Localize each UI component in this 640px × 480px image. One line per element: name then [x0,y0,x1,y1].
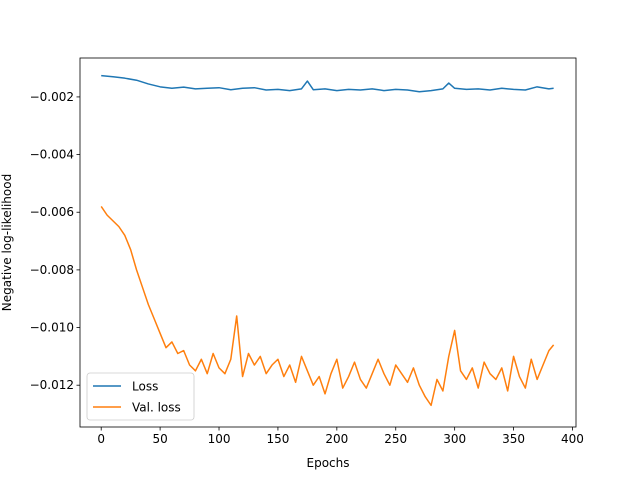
x-axis-label: Epochs [307,456,350,470]
x-tick-label: 200 [325,432,348,446]
legend: Loss Val. loss [86,372,195,421]
series-line-1 [100,206,555,407]
x-tick-label: 0 [97,432,105,446]
y-axis-label: Negative log-likelihood [0,174,14,311]
legend-label-0: Loss [132,380,158,394]
y-tick-label: −0.012 [30,378,74,392]
plot-area: 0 50 100 150 200 250 300 350 400 −0.012 −0.010 −0.0… [0,57,584,470]
x-tick-label: 150 [266,432,289,446]
x-tick-label: 400 [561,432,584,446]
y-tick-label: −0.008 [30,263,74,277]
x-tick-label: 100 [208,432,231,446]
x-tick-label: 350 [502,432,525,446]
axes-frame [79,57,577,428]
x-tick-label: 50 [152,432,167,446]
y-tick-label: −0.002 [30,90,74,104]
legend-box [86,372,195,421]
x-tick-label: 300 [443,432,466,446]
y-tick-label: −0.010 [30,321,74,335]
y-tick-label: −0.006 [30,205,74,219]
y-tick-label: −0.004 [30,148,74,162]
legend-label-1: Val. loss [132,401,181,415]
series-line-0 [101,74,554,93]
x-tick-label: 250 [384,432,407,446]
